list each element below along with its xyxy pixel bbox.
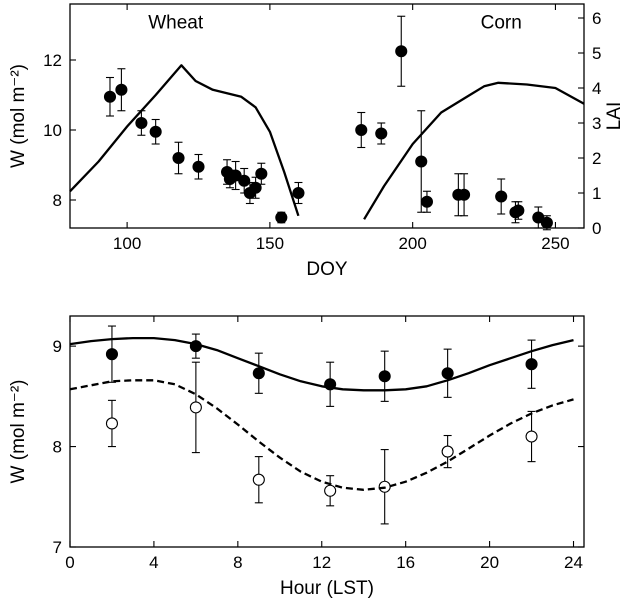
chart1-y-tick-label-2: 12 xyxy=(43,51,62,70)
chart1-y2-tick-label-2: 2 xyxy=(592,149,601,168)
chart1-x-tick-label-3: 250 xyxy=(541,234,569,253)
chart1-annotation-wheat: Wheat xyxy=(148,13,204,34)
chart1-x-tick-label-0: 100 xyxy=(113,234,141,253)
chart1-series-0-point-9 xyxy=(238,174,251,187)
chart1-y2-axis-label: LAI xyxy=(604,102,625,131)
chart1-series-0-point-22 xyxy=(495,190,508,203)
chart2-x-tick-label-2: 8 xyxy=(233,553,242,572)
chart1-series-0-point-1 xyxy=(115,83,128,96)
chart2-x-tick-label-4: 16 xyxy=(396,553,415,572)
chart1-y2-tick-label-0: 0 xyxy=(592,219,601,238)
chart1-y2-tick-label-1: 1 xyxy=(592,184,601,203)
chart1-series-1-line xyxy=(69,64,300,217)
chart2-series-2-line xyxy=(69,336,574,392)
chart1-series-0-point-5 xyxy=(192,160,205,173)
chart1-y2-tick-label-5: 5 xyxy=(592,44,601,63)
chart1-series-0-point-4 xyxy=(172,151,185,165)
chart1-series-0-point-3 xyxy=(149,125,162,138)
chart1-series-0-point-19 xyxy=(420,195,433,208)
chart1-series-0-point-16 xyxy=(375,127,388,140)
chart1-y2-tick-label-4: 4 xyxy=(592,79,601,98)
chart1-y2-tick-label-3: 3 xyxy=(592,114,601,133)
chart2-y-tick-label-1: 8 xyxy=(53,438,62,457)
chart2-y-tick-label-2: 9 xyxy=(53,337,62,356)
chart2-x-tick-label-3: 12 xyxy=(312,553,331,572)
chart2-x-tick-label-0: 0 xyxy=(65,553,74,572)
chart2-series-1-point-1 xyxy=(189,401,202,414)
chart1-series-0-point-8 xyxy=(229,169,242,182)
chart1-x-tick-label-2: 200 xyxy=(398,234,426,253)
chart2-x-tick-label-6: 24 xyxy=(564,553,583,572)
chart1-y2-tick-label-6: 6 xyxy=(592,9,601,28)
chart1-series-0-point-0 xyxy=(103,90,117,103)
chart2-series-0-point-5 xyxy=(441,367,454,380)
chart1-series-0-point-26 xyxy=(540,216,553,229)
chart1-series-0-point-21 xyxy=(458,188,471,201)
chart1-series-0-point-13 xyxy=(275,211,288,224)
chart2-x-tick-label-5: 20 xyxy=(480,553,499,572)
chart1-series-0-point-11 xyxy=(249,181,262,194)
chart1-series-0-point-15 xyxy=(355,123,368,137)
chart2-x-axis-label: Hour (LST) xyxy=(280,578,374,599)
chart2-y-tick-label-0: 7 xyxy=(53,538,62,557)
chart1-y-tick-label-1: 10 xyxy=(43,121,62,140)
chart1-series-0-point-2 xyxy=(135,116,148,130)
chart2-series-1-point-3 xyxy=(324,484,337,497)
chart1-x-tick-label-1: 150 xyxy=(256,234,284,253)
chart1-x-axis-label: DOY xyxy=(306,259,348,280)
chart1-y-axis-label: W (mol m⁻²) xyxy=(8,64,29,168)
chart2-series-0-point-6 xyxy=(525,358,538,371)
chart1-series-0-point-12 xyxy=(255,167,268,180)
chart1-series-0-point-14 xyxy=(292,186,305,200)
chart1-series-0-point-24 xyxy=(512,204,525,217)
chart2-x-tick-label-1: 4 xyxy=(149,553,158,572)
chart1-plot-frame xyxy=(69,3,585,229)
chart2-series-0-point-4 xyxy=(378,370,391,383)
chart1-series-0-point-17 xyxy=(395,45,408,58)
chart1-y-tick-label-0: 8 xyxy=(53,191,62,210)
chart2-series-1-point-6 xyxy=(525,430,538,443)
chart2-series-3-line xyxy=(69,379,574,491)
chart2-y-axis-label: W (mol m⁻²) xyxy=(8,380,29,484)
chart1-series-0-point-25 xyxy=(532,211,545,224)
chart2-series-0-point-0 xyxy=(105,348,119,361)
chart1-series-2-line xyxy=(363,81,585,220)
chart2-series-0-point-2 xyxy=(252,367,265,380)
chart1-annotation-corn: Corn xyxy=(481,13,522,34)
chart2-plot-frame xyxy=(69,315,585,548)
chart2-series-1-point-2 xyxy=(252,473,265,486)
chart2-series-1-point-0 xyxy=(105,417,119,430)
chart1-series-0-point-18 xyxy=(415,155,428,168)
chart2-series-1-point-5 xyxy=(441,445,454,458)
